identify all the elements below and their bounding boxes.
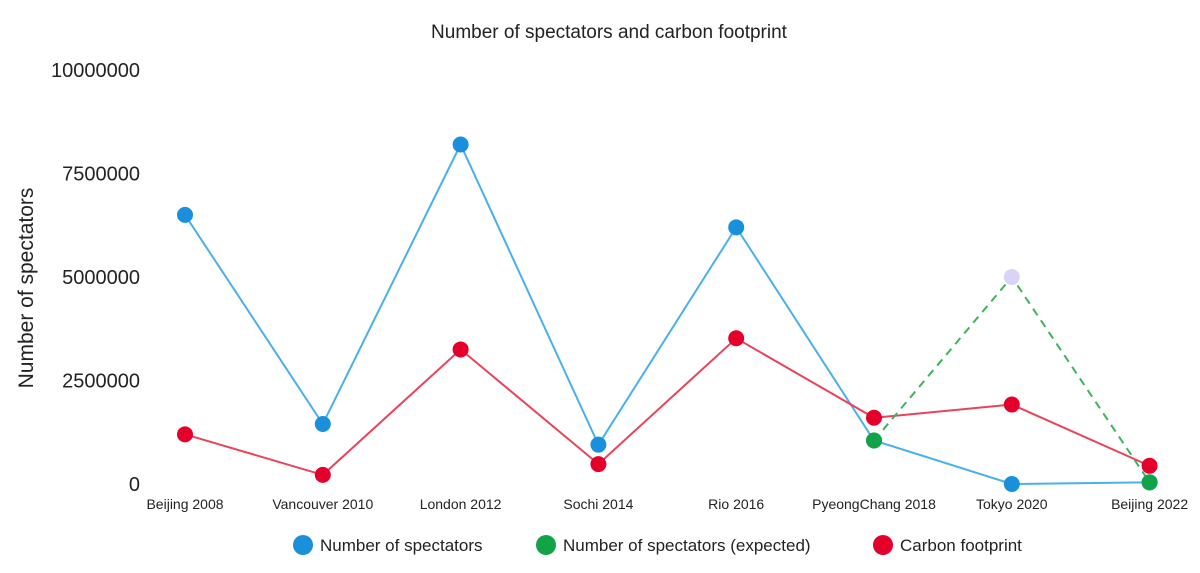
y-tick-label: 0 (129, 474, 140, 496)
data-point (590, 436, 607, 453)
data-point (452, 136, 469, 153)
series-lines (184, 142, 1151, 486)
data-point (1141, 457, 1158, 474)
legend-marker (873, 535, 893, 555)
x-tick-label: Vancouver 2010 (272, 496, 373, 512)
y-tick-label: 2500000 (62, 371, 140, 393)
series-line (184, 337, 1151, 477)
x-tick-label: Tokyo 2020 (976, 496, 1048, 512)
data-point (590, 456, 607, 473)
legend: Number of spectators Number of spectators… (293, 535, 1022, 555)
data-point (314, 415, 331, 432)
chart-title: Number of spectators and carbon footprin… (431, 22, 788, 43)
series-line (184, 142, 1150, 486)
y-ticks: 0 2500000 5000000 7500000 10000000 (51, 60, 140, 496)
y-axis-label: Number of spectators (15, 188, 38, 389)
data-point (1003, 269, 1020, 285)
data-point (866, 432, 882, 449)
data-point (452, 341, 469, 358)
legend-marker (536, 535, 556, 555)
data-point (177, 206, 193, 223)
x-ticks: Beijing 2008 Vancouver 2010 London 2012 Soc… (146, 496, 1188, 512)
y-tick-label: 10000000 (51, 60, 140, 82)
data-point (866, 409, 882, 426)
series-points (177, 136, 1158, 492)
x-tick-label: PyeongChang 2018 (812, 496, 936, 512)
legend-label: Carbon footprint (900, 536, 1022, 555)
data-point (1141, 474, 1158, 491)
legend-label: Number of spectators (320, 536, 483, 555)
y-tick-label: 5000000 (62, 267, 140, 289)
x-tick-label: Beijing 2022 (1111, 496, 1188, 512)
data-point (1003, 396, 1020, 413)
x-tick-label: Sochi 2014 (563, 496, 633, 512)
data-point (1003, 476, 1020, 492)
x-tick-label: Beijing 2008 (146, 496, 223, 512)
y-tick-label: 7500000 (62, 164, 140, 186)
x-tick-label: London 2012 (420, 496, 502, 512)
data-point (177, 426, 193, 443)
x-tick-label: Rio 2016 (708, 496, 764, 512)
data-point (314, 466, 331, 483)
series-line (873, 275, 1151, 483)
data-point (728, 219, 745, 236)
data-point (728, 330, 745, 347)
legend-marker (293, 535, 313, 555)
legend-label: Number of spectators (expected) (563, 536, 811, 555)
